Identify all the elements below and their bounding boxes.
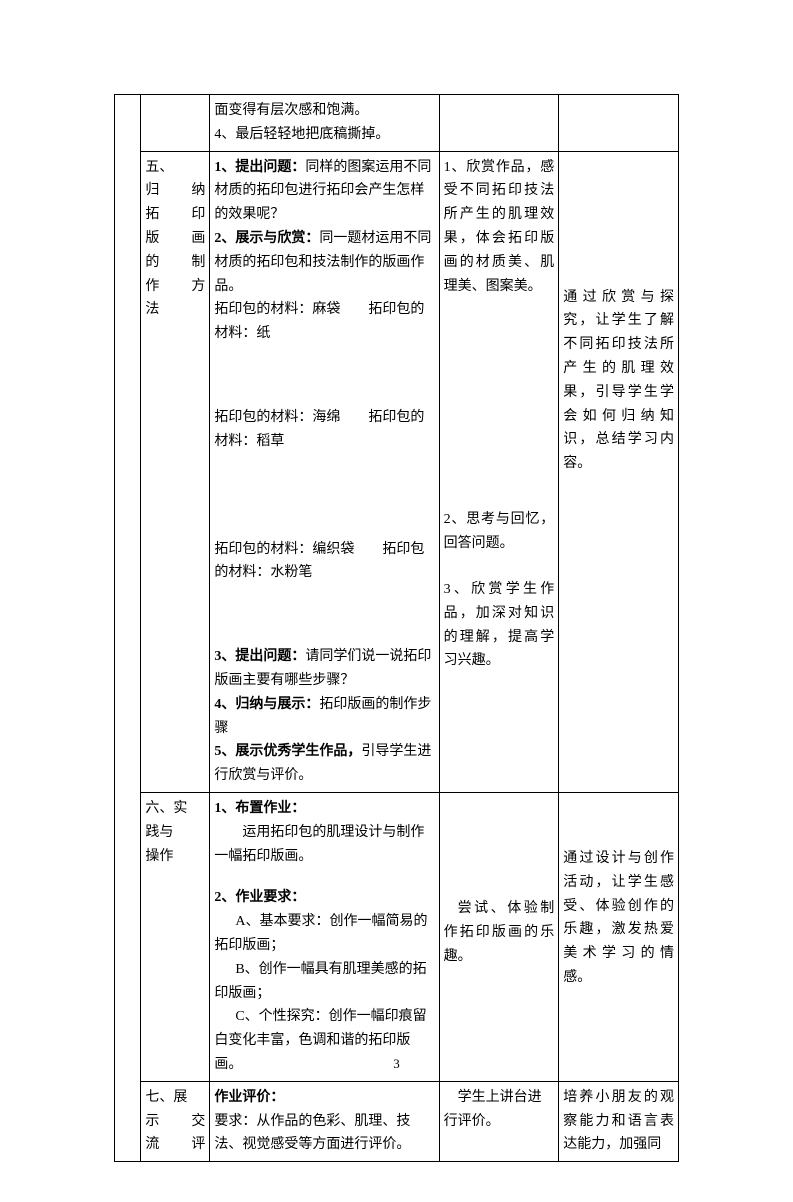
- lesson-plan-table: 面变得有层次感和饱满。 4、最后轻轻地把底稿撕掉。 五、 归 纳 拓 印 版 画…: [114, 94, 679, 1162]
- section-label: [141, 95, 210, 152]
- spacer: [214, 346, 434, 406]
- text: 作业评价：: [214, 1086, 434, 1110]
- design-intent: 通过设计与创作活动，让学生感受、体验创作的乐趣，激发热爱美术学习的情感。: [559, 792, 679, 1081]
- spacer: [214, 514, 434, 538]
- teacher-activity: 面变得有层次感和饱满。 4、最后轻轻地把底稿撕掉。: [210, 95, 439, 152]
- col-empty: [115, 95, 141, 1162]
- text: 法: [145, 298, 205, 322]
- section-label: 七、展 示 交 流 评: [141, 1081, 210, 1161]
- text: 拓印包的材料：编织袋 拓印包的材料：水粉笔: [214, 538, 434, 586]
- student-activity: [439, 95, 559, 152]
- text: 培养小朋友的观察能力和语言表达能力，加强同: [563, 1086, 674, 1157]
- table-row: 面变得有层次感和饱满。 4、最后轻轻地把底稿撕掉。: [115, 95, 679, 152]
- section-label: 六、实 践与 操作: [141, 792, 210, 1081]
- spacer: [214, 585, 434, 645]
- text: 4、归纳与展示：拓印版画的制作步骤: [214, 693, 434, 741]
- text: 2、展示与欣赏：同一题材运用不同材质的拓印包和技法制作的版画作品。: [214, 227, 434, 298]
- label: 4、归纳与展示：: [214, 697, 319, 712]
- teacher-activity: 1、布置作业： 运用拓印包的肌理设计与制作一幅拓印版画。 2、作业要求： A、基…: [210, 792, 439, 1081]
- text: 3、提出问题：请同学们说一说拓印版画主要有哪些步骤？: [214, 645, 434, 693]
- text: 拓印包的材料：海绵 拓印包的材料：稻草: [214, 406, 434, 454]
- text: 六、实: [145, 797, 205, 821]
- table-row: 七、展 示 交 流 评 作业评价： 要求：从作品的色彩、肌理、技法、视觉感受等方…: [115, 1081, 679, 1161]
- page-number: 3: [0, 1056, 793, 1072]
- text: 拓 印: [145, 203, 205, 227]
- text: 作 方: [145, 275, 205, 299]
- student-activity: 尝试、体验制作拓印版画的乐趣。: [439, 792, 559, 1081]
- teacher-activity: 作业评价： 要求：从作品的色彩、肌理、技法、视觉感受等方面进行评价。: [210, 1081, 439, 1161]
- text: 流 评: [145, 1133, 205, 1157]
- student-activity: 1、欣赏作品，感受不同拓印技法所产生的肌理效果，体会拓印版画的材质美、肌理美、图…: [439, 151, 559, 792]
- design-intent: [559, 95, 679, 152]
- text: 面变得有层次感和饱满。: [214, 99, 434, 123]
- label: 5、展示优秀学生作品，: [214, 744, 361, 759]
- table-row: 五、 归 纳 拓 印 版 画 的 制 作 方 法 1、提出问题：同样的图案运用不…: [115, 151, 679, 792]
- text: 学生上讲台进行评价。: [444, 1086, 555, 1134]
- text: 的 制: [145, 251, 205, 275]
- text: 要求：从作品的色彩、肌理、技法、视觉感受等方面进行评价。: [214, 1110, 434, 1158]
- page-container: 面变得有层次感和饱满。 4、最后轻轻地把底稿撕掉。 五、 归 纳 拓 印 版 画…: [0, 0, 793, 1202]
- design-intent: 培养小朋友的观察能力和语言表达能力，加强同: [559, 1081, 679, 1161]
- section-label: 五、 归 纳 拓 印 版 画 的 制 作 方 法: [141, 151, 210, 792]
- text: 七、展: [145, 1086, 205, 1110]
- text: 2、作业要求：: [214, 886, 434, 910]
- teacher-activity: 1、提出问题：同样的图案运用不同材质的拓印包进行拓印会产生怎样的效果呢？ 2、展…: [210, 151, 439, 792]
- table-row: 六、实 践与 操作 1、布置作业： 运用拓印包的肌理设计与制作一幅拓印版画。 2…: [115, 792, 679, 1081]
- text: 1、欣赏作品，感受不同拓印技法所产生的肌理效果，体会拓印版画的材质美、肌理美、图…: [444, 156, 555, 299]
- text: 1、布置作业：: [214, 797, 434, 821]
- text: 五、: [145, 156, 205, 180]
- text: 版 画: [145, 227, 205, 251]
- text: 操作: [145, 845, 205, 869]
- label: 1、提出问题：: [214, 160, 305, 175]
- student-activity: 学生上讲台进行评价。: [439, 1081, 559, 1161]
- text: B、创作一幅具有肌理美感的拓印版画；: [214, 958, 434, 1006]
- label: 3、提出问题：: [214, 649, 305, 664]
- text: 拓印包的材料：麻袋 拓印包的材料：纸: [214, 298, 434, 346]
- text: A、基本要求：创作一幅简易的拓印版画；: [214, 910, 434, 958]
- spacer: [214, 454, 434, 514]
- text: 5、展示优秀学生作品，引导学生进行欣赏与评价。: [214, 740, 434, 788]
- text: 尝试、体验制作拓印版画的乐趣。: [444, 897, 555, 968]
- text: 3、欣赏学生作品，加深对知识的理解，提高学习兴趣。: [444, 578, 555, 673]
- text: 践与: [145, 821, 205, 845]
- text: 4、最后轻轻地把底稿撕掉。: [214, 123, 434, 147]
- design-intent: 通过欣赏与探究，让学生了解不同拓印技法所产生的肌理效果，引导学生学会如何归纳知识…: [559, 151, 679, 792]
- text: 归 纳: [145, 179, 205, 203]
- text: 通过欣赏与探究，让学生了解不同拓印技法所产生的肌理效果，引导学生学会如何归纳知识…: [563, 286, 674, 476]
- text: 运用拓印包的肌理设计与制作一幅拓印版画。: [214, 821, 434, 869]
- text: 通过设计与创作活动，让学生感受、体验创作的乐趣，激发热爱美术学习的情感。: [563, 847, 674, 990]
- text: 1、提出问题：同样的图案运用不同材质的拓印包进行拓印会产生怎样的效果呢？: [214, 156, 434, 227]
- text: 示 交: [145, 1110, 205, 1134]
- label: 2、展示与欣赏：: [214, 231, 319, 246]
- text: 2、思考与回忆，回答问题。: [444, 508, 555, 556]
